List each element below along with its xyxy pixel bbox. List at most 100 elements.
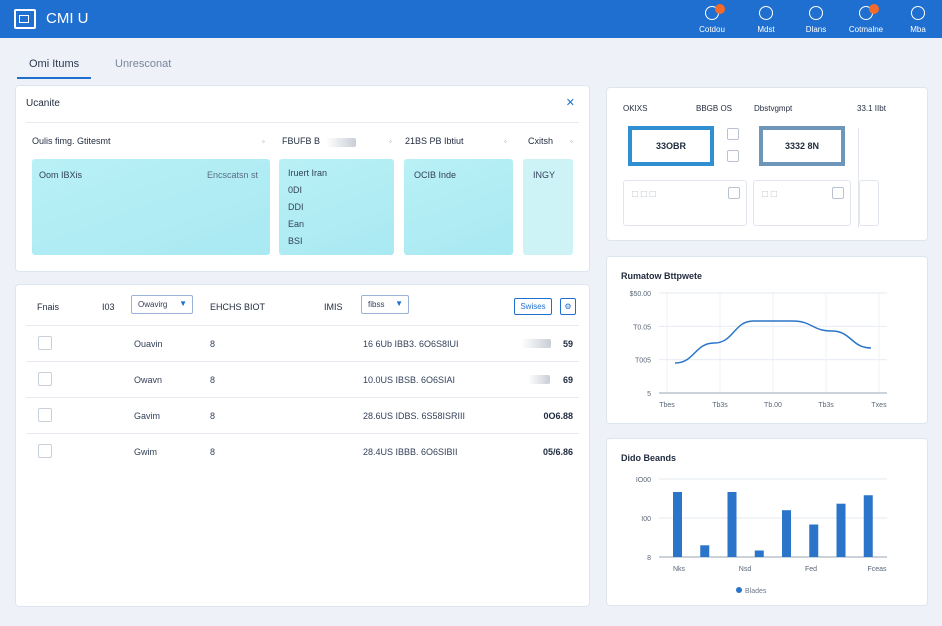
settings-button[interactable]: ⚙ — [560, 298, 576, 315]
toolbar-item-more[interactable]: Mba — [892, 4, 942, 36]
blurred-text — [521, 339, 551, 348]
switch-button[interactable]: Swises — [514, 298, 552, 315]
series-line — [674, 320, 872, 364]
stat-label: 33.1 IIbt — [857, 104, 886, 113]
data-table-card: Fnais I03 Owavirg ▼ EHCHS BIOT IMIS fibss… — [15, 284, 590, 607]
list-item[interactable]: 0DI — [288, 185, 303, 195]
filter-panel-list[interactable]: Iruert Iran 0DI DDI Ean BSI — [279, 159, 394, 255]
list-item[interactable]: Iruert Iran — [288, 168, 328, 178]
stat-value-box[interactable]: 3332 8N — [759, 126, 845, 166]
column-header: FBUFB B — [282, 136, 321, 146]
x-tick-label: Tb3s — [818, 402, 834, 409]
touch-icon — [809, 6, 823, 20]
x-tick-label: Tb.00 — [764, 402, 782, 409]
filter-panel[interactable]: INGY — [523, 159, 573, 255]
divider — [26, 325, 579, 326]
notification-badge — [715, 4, 725, 14]
toolbar-item-history[interactable]: Mdst — [740, 4, 792, 36]
stats-card: OKIXS BBGB OS Dbstvgmpt 33.1 IIbt 33OBR … — [606, 87, 928, 241]
y-tick-label: $50.00 — [630, 291, 652, 298]
filter-card-title: Ucanite — [26, 98, 60, 109]
active-tab-indicator — [17, 77, 91, 79]
app-title: CMI U — [46, 10, 89, 27]
clock-icon — [759, 6, 773, 20]
divider — [858, 128, 859, 228]
stat-label: OKIXS — [623, 104, 648, 113]
chevron-down-icon[interactable]: ◦ — [504, 137, 507, 146]
filter-card: Ucanite ✕ Oulis fimg. Gtitesmt ◦ FBUFB B… — [15, 85, 590, 272]
row-checkbox[interactable] — [38, 336, 52, 350]
bar — [836, 503, 846, 557]
stat-label: Dbstvgmpt — [754, 104, 793, 113]
blurred-text — [326, 138, 356, 147]
legend-marker — [736, 587, 742, 593]
filter-panel[interactable]: Oom IBXis Encscatsn st — [32, 159, 270, 255]
column-header: Cxitsh — [528, 136, 554, 146]
list-item[interactable]: BSI — [288, 236, 303, 246]
placeholder-tile: □ □ □ — [623, 180, 747, 226]
row-checkbox[interactable] — [38, 408, 52, 422]
document-icon[interactable] — [832, 187, 844, 199]
notification-badge — [869, 4, 879, 14]
stat-value-box[interactable]: 33OBR — [628, 126, 714, 166]
list-item[interactable]: DDI — [288, 202, 304, 212]
line-chart-card: Rumatow Bttpwete $50.00 T0.05 T005 5 Tbes Tb3… — [606, 256, 928, 424]
y-tick-label: T0.05 — [633, 324, 651, 331]
bar — [673, 492, 682, 557]
y-tick-label: 8 — [647, 555, 651, 562]
tab-unresolved[interactable]: Unresconat — [115, 58, 172, 70]
bell-icon — [705, 4, 725, 20]
document-icon[interactable] — [728, 187, 740, 199]
filter-select[interactable]: Owavirg ▼ — [131, 295, 193, 314]
bar-chart: IO00 I00 8 Nks Nsd Fed Fceas Blades — [636, 477, 887, 595]
stat-label: BBGB OS — [696, 104, 733, 113]
divider — [26, 122, 579, 123]
table-header: EHCHS BIOT — [210, 302, 266, 312]
row-checkbox[interactable] — [38, 444, 52, 458]
list-item[interactable]: Ean — [288, 219, 305, 229]
bar — [700, 545, 710, 557]
placeholder-tile: □ □ — [753, 180, 851, 226]
bar — [863, 495, 873, 557]
chevron-down-icon[interactable]: ◦ — [262, 137, 265, 146]
x-tick-label: Fceas — [867, 566, 887, 573]
toolbar-item-contacts[interactable]: Cotmalne — [840, 4, 892, 36]
bar — [754, 550, 764, 557]
y-tick-label: T005 — [635, 358, 651, 365]
table-header: Fnais — [37, 302, 60, 312]
chevron-down-icon[interactable]: ◦ — [570, 137, 573, 146]
chart-title: Rumatow Bttpwete — [621, 271, 702, 281]
divider — [26, 397, 579, 398]
chart-title: Dido Beands — [621, 453, 677, 463]
bar — [727, 492, 737, 557]
toolbar-item-notifications[interactable]: Cotdou — [686, 4, 738, 36]
chevron-down-icon[interactable]: ◦ — [389, 137, 392, 146]
x-tick-label: Nsd — [739, 566, 752, 573]
x-tick-label: Tbes — [659, 402, 675, 409]
divider — [26, 361, 579, 362]
bar-chart-card: Dido Beands IO00 I00 8 Nks Nsd Fed Fceas Blades — [606, 438, 928, 606]
x-tick-label: Tb3s — [712, 402, 728, 409]
table-header: I03 — [102, 302, 115, 312]
y-tick-label: I00 — [641, 516, 651, 523]
y-tick-label: IO00 — [636, 477, 651, 484]
copy-icon[interactable] — [727, 128, 739, 140]
filter-panel[interactable]: OCIB Inde — [404, 159, 513, 255]
column-header: Oulis fimg. Gtitesmt — [32, 136, 111, 146]
tab-items[interactable]: Omi Itums — [29, 58, 80, 70]
bar — [809, 524, 819, 557]
legend-label: Blades — [745, 588, 767, 595]
app-logo-icon[interactable] — [14, 9, 36, 29]
export-icon[interactable] — [727, 150, 739, 162]
close-icon[interactable]: ✕ — [565, 97, 575, 109]
placeholder-tile — [859, 180, 879, 226]
dropdown-arrow-icon: ▼ — [179, 299, 187, 308]
x-tick-label: Nks — [673, 566, 686, 573]
y-tick-label: 5 — [647, 391, 651, 398]
divider — [26, 433, 579, 434]
line-chart: $50.00 T0.05 T005 5 Tbes Tb3s Tb.00 Tb3s Txes — [630, 291, 888, 409]
row-checkbox[interactable] — [38, 372, 52, 386]
toolbar-item-plans[interactable]: Dlans — [790, 4, 842, 36]
filter-select[interactable]: fibss ▼ — [361, 295, 409, 314]
column-header: 21BS PB Ibtiut — [405, 136, 464, 146]
